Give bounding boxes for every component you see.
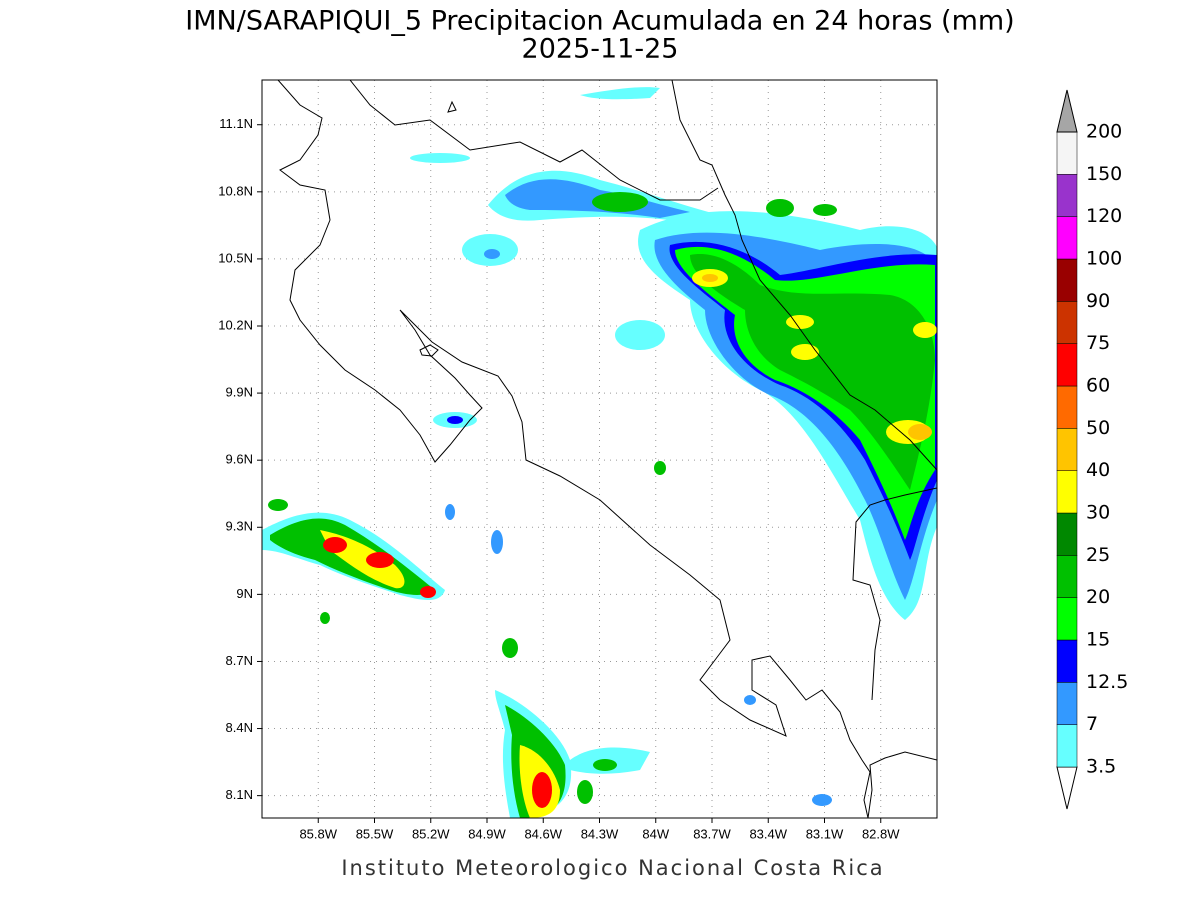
subtitle: 2025-11-25 [522,34,679,65]
colorbar-label: 50 [1086,417,1110,439]
colorbar-under [1056,766,1078,810]
y-tick-label: 10.5N [218,250,253,265]
colorbar-box [1056,174,1078,217]
x-tick-label: 84.9W [468,826,506,841]
colorbar-label: 3.5 [1086,756,1116,778]
colorbar-label: 7 [1086,713,1098,735]
colorbar-label: 40 [1086,459,1110,481]
colorbar-box [1056,428,1078,471]
y-tick-label: 8.1N [226,787,253,802]
colorbar-box [1056,639,1078,683]
colorbar-box [1056,470,1078,514]
colorbar-label: 120 [1086,205,1122,227]
colorbar-box [1056,343,1078,387]
colorbar-label: 75 [1086,332,1110,354]
y-tick-label: 10.8N [218,183,253,198]
footer: Instituto Meteorologico Nacional Costa R… [341,856,884,880]
colorbar-box [1056,724,1078,768]
x-tick-label: 85.5W [356,826,394,841]
colorbar-box [1056,597,1078,641]
colorbar-box [1056,258,1078,302]
axis-ticks: 85.8W 85.5W 85.2W 84.9W 84.6W 84.3W 84W 83.7W 83… [218,116,900,841]
colorbar-label: 12.5 [1086,671,1128,693]
colorbar-box [1056,555,1078,598]
x-tick-label: 84W [642,826,669,841]
x-tick-label: 83.4W [749,826,787,841]
y-tick-label: 9.9N [226,385,253,400]
colorbar-label: 100 [1086,248,1122,270]
x-tick-label: 84.6W [524,826,562,841]
x-tick-label: 85.8W [299,826,337,841]
precip-field [262,80,937,818]
y-tick-label: 8.4N [226,720,253,735]
x-tick-label: 85.2W [412,826,450,841]
colorbar-label: 15 [1086,629,1110,651]
colorbar-box [1056,301,1078,344]
colorbar-label: 200 [1086,121,1122,143]
colorbar-box [1056,385,1078,429]
x-tick-label: 84.3W [581,826,619,841]
y-tick-label: 11.1N [219,116,253,131]
title: IMN/SARAPIQUI_5 Precipitacion Acumulada … [185,6,1014,37]
y-tick-label: 8.7N [226,653,253,668]
colorbar: 3.5 7 12.5 15 20 25 30 40 50 60 75 90 100 120 150 200 [1056,89,1128,810]
y-tick-label: 9.3N [226,519,253,534]
colorbar-label: 30 [1086,502,1110,524]
x-tick-label: 82.8W [862,826,900,841]
colorbar-box [1056,682,1078,725]
x-tick-label: 83.7W [693,826,731,841]
colorbar-label: 90 [1086,290,1110,312]
colorbar-label: 150 [1086,163,1122,185]
y-tick-label: 9N [236,586,253,601]
y-tick-label: 10.2N [218,317,253,332]
colorbar-over [1056,89,1078,133]
coastline [277,80,937,818]
colorbar-box [1056,512,1078,556]
x-tick-label: 83.1W [806,826,844,841]
colorbar-label: 25 [1086,544,1110,566]
colorbar-label: 60 [1086,375,1110,397]
colorbar-box [1056,216,1078,260]
precip-area [262,87,937,818]
colorbar-box [1056,131,1078,175]
colorbar-label: 20 [1086,586,1110,608]
y-tick-label: 9.6N [226,452,253,467]
